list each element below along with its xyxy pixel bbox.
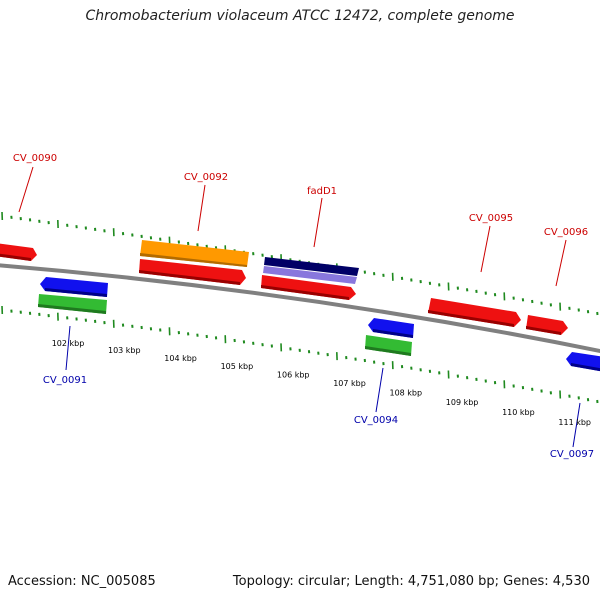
scale-label: 110 kbp bbox=[502, 408, 535, 417]
genome-title: Chromobacterium violaceum ATCC 12472, co… bbox=[85, 8, 515, 24]
gene-label-cv-0095[interactable]: CV_0095 bbox=[469, 213, 513, 224]
scale-label: 107 kbp bbox=[333, 379, 366, 388]
lower-tick-track bbox=[1, 305, 599, 404]
genome-summary-text: Topology: circular; Length: 4,751,080 bp… bbox=[232, 574, 590, 589]
scale-label: 106 kbp bbox=[277, 370, 310, 379]
gene-label-cv-0092[interactable]: CV_0092 bbox=[184, 172, 228, 183]
scale-label: 111 kbp bbox=[558, 418, 591, 427]
gene-label-cv-0090[interactable]: CV_0090 bbox=[13, 153, 57, 164]
gene-label-cv-0094[interactable]: CV_0094 bbox=[354, 415, 398, 426]
gene-feature-cv-0092-b[interactable] bbox=[139, 259, 246, 285]
gene-feature-cv-0097[interactable] bbox=[566, 352, 600, 372]
accession-text: Accession: NC_005085 bbox=[8, 574, 156, 589]
gene-feature-cv-0094-b[interactable] bbox=[365, 335, 412, 356]
scale-label: 102 kbp bbox=[52, 339, 85, 348]
gene-feature-cv-0094[interactable] bbox=[368, 318, 414, 338]
gene-feature-fadd1-b[interactable] bbox=[261, 275, 356, 300]
scale-label: 108 kbp bbox=[389, 388, 422, 397]
scale-label: 105 kbp bbox=[221, 362, 254, 371]
gene-label-cv-0091[interactable]: CV_0091 bbox=[43, 375, 87, 386]
gene-label-cv-0097[interactable]: CV_0097 bbox=[550, 449, 594, 460]
scale-label: 109 kbp bbox=[446, 398, 479, 407]
genome-backbone bbox=[0, 263, 600, 354]
gene-feature-cv-0091[interactable] bbox=[40, 277, 108, 297]
gene-label-cv-0096[interactable]: CV_0096 bbox=[544, 227, 588, 238]
gene-feature-cv-0091-b[interactable] bbox=[38, 294, 107, 314]
gene-feature-cv-0095[interactable] bbox=[428, 298, 521, 327]
gene-label-fadd1[interactable]: fadD1 bbox=[307, 186, 337, 197]
scale-label: 104 kbp bbox=[164, 354, 197, 363]
gene-feature-cv-0092[interactable] bbox=[140, 240, 249, 267]
scale-label-group: 102 kbp 103 kbp 104 kbp 105 kbp 106 kbp 107 k… bbox=[52, 339, 591, 427]
gene-feature-cv-0096[interactable] bbox=[526, 315, 568, 335]
scale-label: 103 kbp bbox=[108, 346, 141, 355]
gene-feature-cv-0090[interactable] bbox=[0, 243, 37, 261]
gene-feature-fadd1[interactable] bbox=[263, 257, 359, 284]
